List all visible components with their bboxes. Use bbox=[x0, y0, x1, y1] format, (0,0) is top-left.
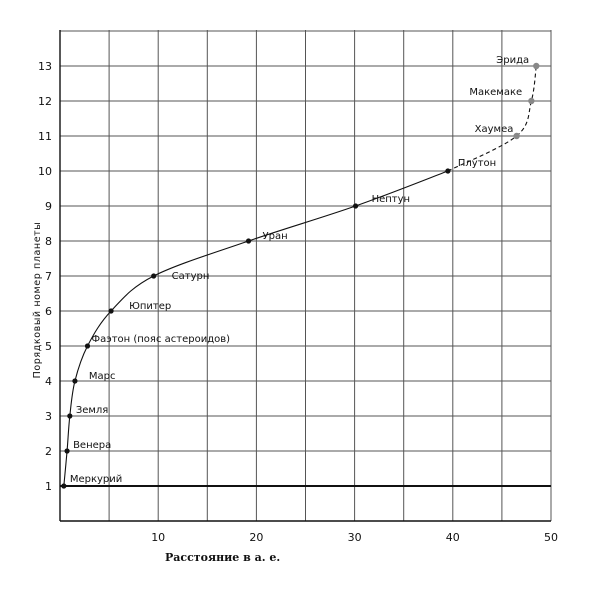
y-tick-label: 5 bbox=[45, 340, 52, 353]
y-tick-label: 10 bbox=[38, 165, 52, 178]
data-point bbox=[245, 238, 252, 244]
point-labels: Меркурий Венера Земля Марс Фаэтон (пояс асте… bbox=[70, 55, 529, 485]
data-point bbox=[61, 483, 67, 489]
point-label: Уран bbox=[263, 231, 288, 242]
data-point bbox=[72, 378, 78, 384]
y-tick-label: 11 bbox=[38, 130, 52, 143]
data-point bbox=[67, 413, 73, 419]
point-label: Юпитер bbox=[129, 301, 171, 312]
dwarf-planet-line bbox=[447, 65, 537, 172]
series bbox=[61, 62, 540, 489]
data-point bbox=[84, 343, 91, 349]
y-axis-title: Порядковый номер планеты bbox=[32, 222, 43, 379]
y-tick-label: 3 bbox=[45, 410, 52, 423]
x-tick-label: 40 bbox=[446, 531, 460, 544]
data-point bbox=[513, 132, 520, 140]
point-label: Фаэтон (пояс астероидов) bbox=[91, 334, 230, 345]
planet-line bbox=[63, 170, 449, 487]
y-tick-label: 12 bbox=[38, 95, 52, 108]
x-tick-label: 50 bbox=[544, 531, 558, 544]
data-point bbox=[352, 203, 359, 209]
point-label: Хаумеа bbox=[475, 124, 514, 135]
y-tick-label: 13 bbox=[38, 60, 52, 73]
point-label: Меркурий bbox=[70, 474, 122, 485]
y-tick-label: 2 bbox=[45, 445, 52, 458]
x-tick-label: 10 bbox=[151, 531, 165, 544]
x-tick-label: 30 bbox=[348, 531, 362, 544]
point-label: Марс bbox=[89, 371, 116, 382]
y-tick-label: 4 bbox=[45, 375, 52, 388]
data-point bbox=[108, 308, 114, 314]
y-tick-label: 9 bbox=[45, 200, 52, 213]
point-label: Венера bbox=[73, 440, 111, 451]
y-tick-label: 8 bbox=[45, 235, 52, 248]
axes bbox=[59, 30, 551, 522]
point-label: Сатурн bbox=[172, 271, 210, 282]
y-tick-label: 7 bbox=[45, 270, 52, 283]
y-tick-label: 1 bbox=[45, 480, 52, 493]
point-label: Земля bbox=[76, 405, 109, 416]
data-point bbox=[533, 62, 540, 70]
point-label: Плутон bbox=[458, 158, 496, 169]
x-tick-label: 20 bbox=[249, 531, 263, 544]
grid bbox=[60, 30, 552, 521]
y-tick-label: 6 bbox=[45, 305, 52, 318]
x-axis-title: Расстояние в а. е. bbox=[165, 551, 280, 564]
point-label: Эрида bbox=[496, 55, 529, 66]
point-label: Нептун bbox=[372, 194, 411, 205]
data-point bbox=[64, 448, 70, 454]
point-label: Макемаке bbox=[469, 87, 522, 98]
data-point bbox=[528, 97, 535, 105]
data-point bbox=[151, 273, 157, 279]
